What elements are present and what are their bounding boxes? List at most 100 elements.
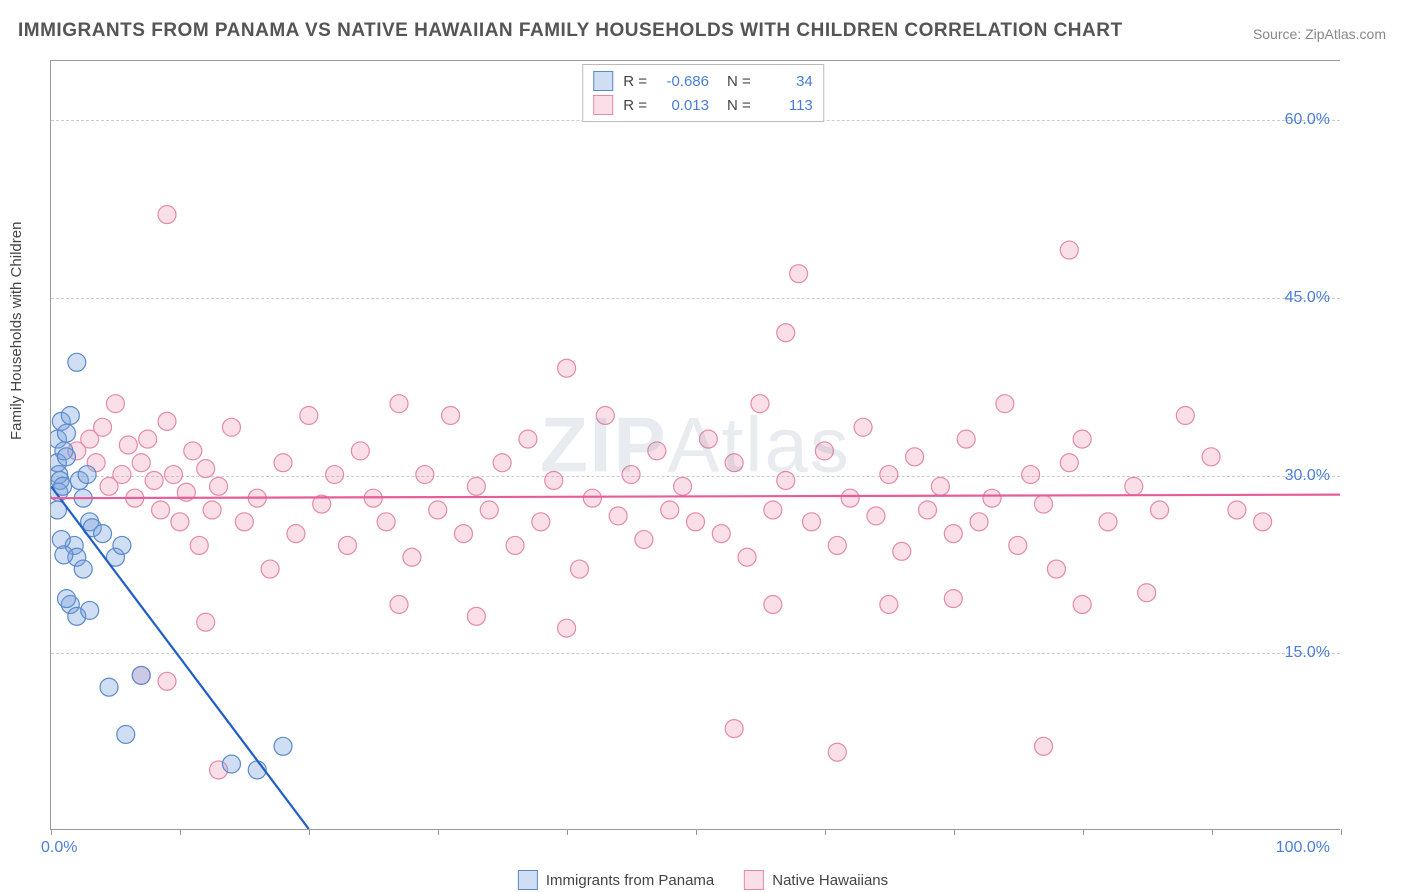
data-point <box>171 513 189 531</box>
data-point <box>970 513 988 531</box>
data-point <box>648 442 666 460</box>
data-point <box>506 536 524 554</box>
x-tick <box>696 829 697 835</box>
data-point <box>1035 495 1053 513</box>
x-tick <box>1083 829 1084 835</box>
data-point <box>944 590 962 608</box>
data-point <box>132 454 150 472</box>
data-point <box>996 395 1014 413</box>
data-point <box>106 395 124 413</box>
data-point <box>944 525 962 543</box>
data-point <box>1009 536 1027 554</box>
trendline <box>51 486 309 829</box>
legend-swatch <box>593 95 613 115</box>
data-point <box>545 471 563 489</box>
data-point <box>880 466 898 484</box>
data-point <box>467 477 485 495</box>
data-point <box>596 406 614 424</box>
data-point <box>906 448 924 466</box>
data-point <box>609 507 627 525</box>
data-point <box>570 560 588 578</box>
source-label: Source: ZipAtlas.com <box>1253 26 1386 42</box>
legend-swatch <box>744 870 764 890</box>
legend-stats-row: R =0.013N =113 <box>593 93 813 117</box>
data-point <box>777 471 795 489</box>
data-point <box>390 395 408 413</box>
chart-container: IMMIGRANTS FROM PANAMA VS NATIVE HAWAIIA… <box>0 0 1406 892</box>
data-point <box>57 590 75 608</box>
data-point <box>117 726 135 744</box>
data-point <box>442 406 460 424</box>
data-point <box>880 596 898 614</box>
r-label: R = <box>623 97 647 114</box>
data-point <box>803 513 821 531</box>
data-point <box>1060 241 1078 259</box>
data-point <box>100 678 118 696</box>
data-point <box>931 477 949 495</box>
data-point <box>184 442 202 460</box>
data-point <box>113 466 131 484</box>
data-point <box>777 324 795 342</box>
data-point <box>197 613 215 631</box>
data-point <box>158 412 176 430</box>
data-point <box>1035 737 1053 755</box>
data-point <box>222 418 240 436</box>
data-point <box>635 531 653 549</box>
data-point <box>274 454 292 472</box>
data-point <box>57 424 75 442</box>
data-point <box>235 513 253 531</box>
data-point <box>558 619 576 637</box>
data-point <box>222 755 240 773</box>
data-point <box>764 596 782 614</box>
r-value: -0.686 <box>657 73 709 90</box>
data-point <box>55 546 73 564</box>
data-point <box>210 477 228 495</box>
data-point <box>152 501 170 519</box>
data-point <box>416 466 434 484</box>
plot-area: ZIPAtlas 0.0% 100.0% 15.0%30.0%45.0%60.0… <box>50 60 1340 830</box>
data-point <box>687 513 705 531</box>
x-tick <box>567 829 568 835</box>
data-point <box>119 436 137 454</box>
data-point <box>1202 448 1220 466</box>
n-label: N = <box>727 97 751 114</box>
x-tick <box>1341 829 1342 835</box>
x-tick <box>51 829 52 835</box>
data-point <box>158 672 176 690</box>
data-point <box>145 471 163 489</box>
data-point <box>815 442 833 460</box>
data-point <box>738 548 756 566</box>
legend-swatch <box>593 71 613 91</box>
data-point <box>790 265 808 283</box>
data-point <box>287 525 305 543</box>
data-point <box>68 353 86 371</box>
data-point <box>1254 513 1272 531</box>
data-point <box>1176 406 1194 424</box>
legend-stats: R =-0.686N =34R =0.013N =113 <box>582 64 824 122</box>
data-point <box>1022 466 1040 484</box>
data-point <box>351 442 369 460</box>
legend-series: Immigrants from PanamaNative Hawaiians <box>518 870 888 890</box>
data-point <box>326 466 344 484</box>
r-value: 0.013 <box>657 97 709 114</box>
data-point <box>893 542 911 560</box>
data-point <box>300 406 318 424</box>
data-point <box>828 743 846 761</box>
data-point <box>725 720 743 738</box>
data-point <box>583 489 601 507</box>
r-label: R = <box>623 73 647 90</box>
data-point <box>712 525 730 543</box>
data-point <box>919 501 937 519</box>
data-point <box>1073 430 1091 448</box>
data-point <box>190 536 208 554</box>
data-point <box>841 489 859 507</box>
x-tick <box>309 829 310 835</box>
data-point <box>74 560 92 578</box>
data-point <box>493 454 511 472</box>
trendline <box>51 495 1340 499</box>
y-axis-label: Family Households with Children <box>8 222 25 440</box>
data-point <box>139 430 157 448</box>
data-point <box>1060 454 1078 472</box>
data-point <box>1228 501 1246 519</box>
data-point <box>725 454 743 472</box>
